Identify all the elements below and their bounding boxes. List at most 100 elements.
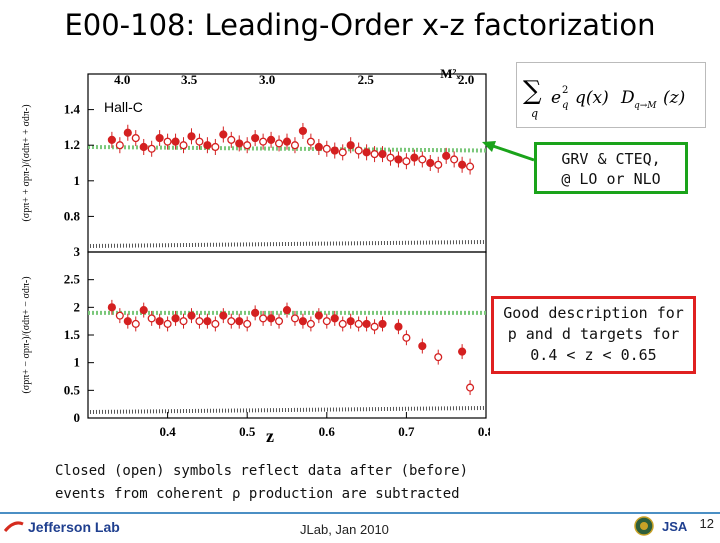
data-point-closed (203, 317, 212, 326)
description-callout: Good description for p and d targets for… (491, 296, 696, 374)
data-point-closed (266, 135, 276, 144)
sponsor-logos: JSA (632, 513, 720, 539)
page-number: 12 (699, 516, 714, 531)
svg-text:∑: ∑ (523, 76, 542, 106)
y-tick-label: 0 (74, 410, 81, 425)
data-point-closed (410, 153, 419, 162)
footer-date: JLab, Jan 2010 (300, 522, 389, 537)
systematic-band (89, 406, 485, 414)
data-point-closed (330, 146, 339, 155)
y-tick-label: 0.5 (64, 382, 81, 397)
data-point-closed (219, 130, 228, 139)
jlab-swoosh-icon (3, 520, 24, 534)
data-point-closed (171, 137, 180, 146)
data-point-closed (123, 128, 132, 137)
footnote: Closed (open) symbols reflect data after… (55, 460, 468, 506)
y-tick-label: 2 (74, 299, 81, 314)
data-point-open (370, 150, 379, 159)
y-tick-label: 1 (74, 355, 81, 370)
top-tick-label: 2.5 (358, 72, 375, 87)
y-tick-label: 1 (74, 173, 81, 188)
data-point-closed (458, 347, 467, 356)
data-point-open (274, 317, 284, 326)
y-axis-label: (σpπ+ − σpπ-)/(σdπ+ − σdπ-) (21, 276, 32, 393)
data-point-closed (139, 306, 148, 315)
svg-text:D: D (620, 88, 635, 108)
data-point-closed (219, 311, 228, 320)
data-point-closed (298, 126, 308, 136)
top-tick-label: 3.5 (181, 72, 198, 87)
data-point-closed (442, 151, 451, 160)
data-point-closed (426, 158, 435, 168)
data-point-open (466, 162, 475, 171)
data-point-open (370, 322, 379, 331)
top-axis-label: M²ₓ (440, 66, 460, 81)
data-point-closed (394, 155, 403, 164)
jsa-logo-icon: JSA (662, 519, 688, 534)
data-point-closed (123, 317, 132, 326)
data-point-open (243, 141, 252, 150)
x-tick-label: 0.5 (239, 424, 256, 439)
data-point-open (131, 134, 140, 143)
data-point-closed (203, 141, 212, 150)
data-point-open (466, 383, 475, 392)
data-point-open (418, 155, 427, 164)
y-tick-label: 3 (74, 244, 81, 259)
data-point-open (227, 135, 236, 144)
data-point-closed (171, 314, 180, 323)
data-point-open (434, 353, 443, 362)
data-point-open (402, 333, 411, 342)
data-point-open (338, 319, 347, 328)
data-point-closed (378, 150, 387, 159)
y-tick-label: 1.4 (64, 102, 81, 117)
data-point-open (274, 139, 284, 148)
models-callout: GRV & CTEQ, @ LO or NLO (534, 142, 688, 194)
data-point-closed (107, 135, 116, 144)
data-point-closed (362, 319, 371, 329)
y-axis-label: (σpπ+ + σpπ-)/(σdπ+ + σdπ-) (21, 104, 32, 221)
data-point-open (179, 141, 188, 150)
data-point-closed (251, 133, 260, 143)
data-point-closed (346, 141, 355, 150)
top-tick-label: 4.0 (114, 72, 130, 87)
description-callout-line3: 0.4 < z < 0.65 (530, 346, 657, 364)
data-point-closed (251, 308, 260, 317)
top-tick-label: 3.0 (259, 72, 275, 87)
data-point-closed (314, 142, 323, 152)
svg-text:(z): (z) (663, 88, 685, 108)
data-point-closed (107, 303, 116, 312)
data-point-open (290, 314, 300, 323)
data-point-open (211, 319, 220, 328)
description-callout-line1: Good description for (503, 304, 684, 322)
data-point-open (306, 137, 315, 146)
data-point-closed (155, 133, 164, 143)
y-tick-label: 0.8 (64, 208, 81, 223)
jefferson-lab-logo-text: Jefferson Lab (28, 519, 120, 535)
data-point-open (163, 319, 172, 328)
data-point-open (115, 141, 124, 150)
data-point-closed (187, 311, 196, 320)
data-point-closed (235, 139, 244, 148)
data-point-open (195, 317, 204, 326)
y-tick-label: 1.5 (64, 327, 81, 342)
data-point-closed (298, 317, 308, 326)
data-point-closed (314, 311, 323, 320)
y-tick-label: 2.5 (64, 272, 81, 287)
data-point-closed (266, 314, 276, 323)
data-point-open (163, 137, 172, 146)
svg-text:q→M: q→M (634, 101, 657, 111)
data-point-open (386, 153, 395, 162)
data-point-closed (282, 137, 292, 146)
footnote-line2: events from coherent ρ production are su… (55, 486, 460, 502)
data-point-open (195, 137, 204, 146)
data-point-open (259, 137, 268, 146)
data-point-open (322, 317, 331, 326)
chart: Hall-C 0.8 1 1.2 1.4 (σpπ+ + σpπ-)/(σdπ+ + σd… (21, 66, 490, 444)
data-point-closed (139, 142, 148, 152)
svg-text:q(x): q(x) (575, 88, 609, 108)
systematic-band (89, 240, 485, 248)
data-point-closed (418, 341, 427, 351)
description-callout-line2: p and d targets for (507, 325, 680, 343)
svg-text:e: e (551, 88, 561, 108)
data-point-closed (155, 317, 164, 326)
